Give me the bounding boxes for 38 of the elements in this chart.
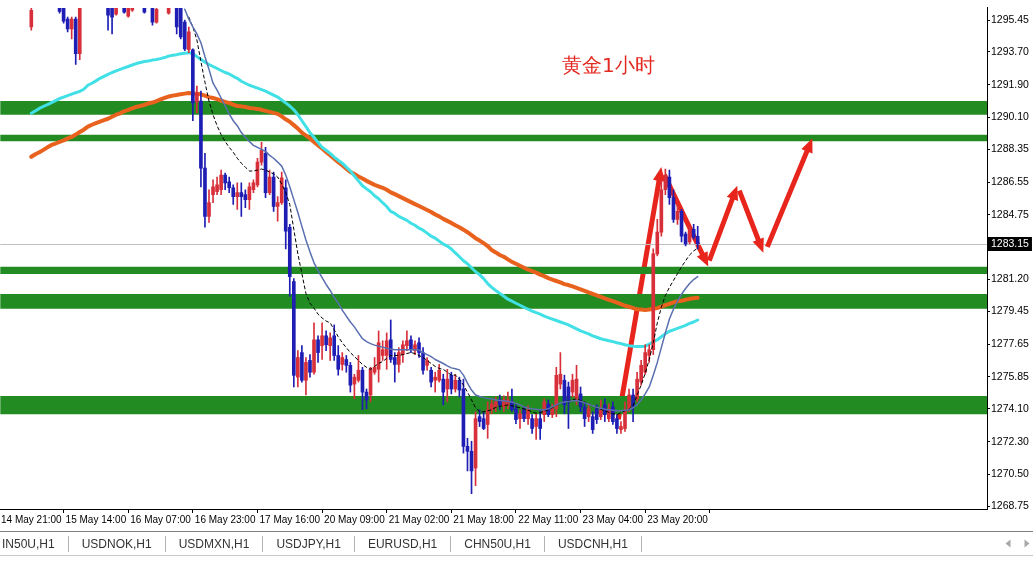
x-tick-label: 16 May 23:00 — [194, 513, 256, 525]
x-tick-label: 16 May 07:00 — [130, 513, 192, 525]
y-tick-label: 1277.65 — [991, 337, 1030, 350]
text: 黄金1小时 — [561, 52, 655, 77]
y-tick-label: 1279.45 — [991, 304, 1030, 317]
y-tick-label: 1293.70 — [991, 44, 1030, 57]
text: CHN50U,H1 — [451, 535, 545, 552]
y-tick-label: 1270.50 — [991, 467, 1030, 480]
candlestick — [433, 371, 437, 393]
ref-line-label: 1283.15 — [991, 237, 1030, 250]
y-tick-label: 1272.30 — [991, 434, 1030, 447]
y-tick-label: 1268.75 — [991, 499, 1030, 512]
text: EURUSD,H1 — [354, 535, 452, 552]
y-tick-label: 1290.10 — [991, 110, 1030, 123]
x-tick-label: 14 May 21:00 — [0, 513, 63, 525]
y-tick-label: 1295.45 — [991, 12, 1030, 25]
y-tick-label: 1281.20 — [991, 272, 1030, 285]
y-tick-label: 1288.35 — [991, 142, 1030, 155]
candlestick — [235, 182, 240, 210]
text: USDCNH,H1 — [544, 535, 642, 552]
y-tick-label: 1284.75 — [991, 207, 1030, 220]
x-tick-label: 20 May 09:00 — [324, 513, 386, 525]
text: USDNOK,H1 — [68, 535, 166, 552]
y-tick-label: 1286.55 — [991, 175, 1030, 188]
x-tick-label: 15 May 14:00 — [65, 513, 127, 525]
x-tick-label: 21 May 02:00 — [388, 513, 450, 525]
x-tick-label: 21 May 18:00 — [453, 513, 515, 525]
x-tick-label: 23 May 20:00 — [647, 513, 709, 525]
text: USDMXN,H1 — [165, 535, 264, 552]
candlestick — [239, 182, 244, 217]
x-tick-label: 23 May 04:00 — [582, 513, 644, 525]
y-tick-label: 1291.90 — [991, 77, 1030, 90]
text: USDJPY,H1 — [263, 535, 355, 552]
x-tick-label: 22 May 11:00 — [518, 513, 579, 525]
y-tick-label: 1274.10 — [991, 401, 1030, 414]
text: IN50U,H1 — [0, 535, 69, 552]
x-tick-label: 17 May 16:00 — [259, 513, 321, 525]
y-tick-label: 1275.85 — [991, 369, 1030, 382]
